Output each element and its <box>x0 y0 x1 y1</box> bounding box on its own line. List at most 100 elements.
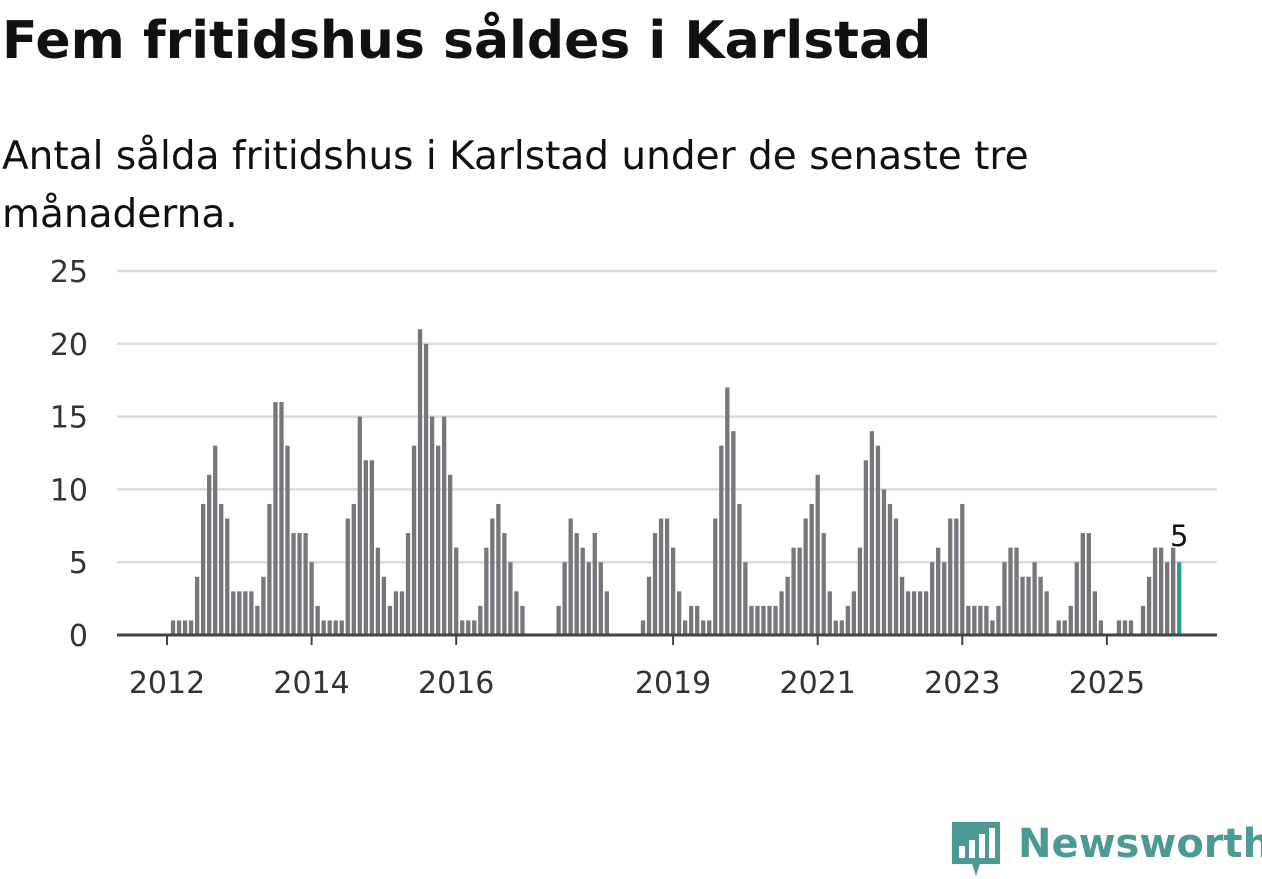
bar <box>1044 591 1049 635</box>
bar <box>1086 533 1091 635</box>
bar <box>911 591 917 635</box>
bar <box>863 460 869 635</box>
bar <box>598 562 603 635</box>
bar <box>978 605 983 635</box>
bar <box>484 547 489 635</box>
bar <box>1080 533 1085 635</box>
bar <box>285 445 290 635</box>
bar <box>996 605 1001 635</box>
bar <box>1158 547 1164 635</box>
bar <box>201 503 206 635</box>
bar <box>827 591 832 635</box>
bar <box>917 591 923 635</box>
bar <box>182 620 188 635</box>
bar <box>170 620 176 635</box>
bar <box>815 474 820 635</box>
x-tick-label: 2023 <box>924 666 1000 701</box>
bar <box>689 605 694 635</box>
bar <box>405 533 411 635</box>
bar <box>670 547 676 635</box>
bar <box>683 620 688 635</box>
bar <box>695 605 700 635</box>
bar <box>219 503 224 635</box>
bar <box>942 562 947 635</box>
bar <box>905 591 911 635</box>
brand-logo: Newsworthy <box>950 816 1262 876</box>
bar <box>1146 576 1152 635</box>
bar <box>490 518 495 635</box>
y-tick-label: 15 <box>50 401 88 436</box>
bar <box>249 591 254 635</box>
bar <box>1074 562 1079 635</box>
bar <box>948 518 953 635</box>
bar <box>972 605 977 635</box>
bar <box>743 562 748 635</box>
bar <box>960 503 965 635</box>
bar <box>309 562 314 635</box>
bar <box>442 416 447 635</box>
bar <box>243 591 248 635</box>
x-axis-ticks: 2012 2014 2016 2019 2021 2023 2025 <box>129 635 1145 701</box>
bar <box>755 605 760 635</box>
bar <box>791 547 796 635</box>
bar <box>556 605 561 635</box>
data-labels: 5 <box>1170 519 1188 553</box>
bar <box>520 605 525 635</box>
bars <box>170 329 1182 635</box>
bar <box>460 620 465 635</box>
bar <box>749 605 754 635</box>
chart-subtitle: Antal sålda fritidshus i Karlstad under … <box>2 134 1029 237</box>
bar <box>478 605 483 635</box>
bar <box>652 533 658 635</box>
y-tick-label: 5 <box>69 546 88 581</box>
bar <box>225 518 230 635</box>
bar <box>279 402 284 635</box>
bar <box>429 416 435 635</box>
bar <box>448 474 453 635</box>
bar <box>375 547 381 635</box>
bar <box>399 591 405 635</box>
bar <box>966 605 971 635</box>
bar <box>1122 620 1128 635</box>
bar <box>857 547 863 635</box>
bar <box>237 591 242 635</box>
x-tick-label: 2025 <box>1069 666 1145 701</box>
bar <box>568 518 573 635</box>
bar <box>297 533 302 635</box>
bar <box>779 591 784 635</box>
bar <box>821 533 826 635</box>
bar <box>1098 620 1104 635</box>
bar <box>273 402 278 635</box>
bar <box>387 605 393 635</box>
bar <box>381 576 387 635</box>
bar <box>1008 547 1013 635</box>
bar <box>664 518 670 635</box>
bar <box>435 445 441 635</box>
bar <box>562 562 567 635</box>
bar <box>737 503 742 635</box>
bar <box>701 620 706 635</box>
x-tick-label: 2012 <box>129 666 205 701</box>
bar <box>833 620 838 635</box>
bar <box>869 431 875 635</box>
bar <box>797 547 802 635</box>
bar <box>809 503 814 635</box>
bar <box>1026 576 1031 635</box>
bar <box>369 460 374 635</box>
y-tick-label: 25 <box>50 255 88 290</box>
y-tick-label: 20 <box>50 328 88 363</box>
x-tick-label: 2014 <box>273 666 349 701</box>
bar <box>176 620 182 635</box>
bar <box>1032 562 1037 635</box>
bar <box>936 547 941 635</box>
bar <box>984 605 989 635</box>
bar <box>466 620 471 635</box>
bar <box>1014 547 1019 635</box>
bar <box>881 489 887 635</box>
bar <box>333 620 338 635</box>
bar <box>1092 591 1097 635</box>
bar <box>887 503 893 635</box>
bar <box>899 576 905 635</box>
bar <box>719 445 724 635</box>
bar <box>785 576 790 635</box>
